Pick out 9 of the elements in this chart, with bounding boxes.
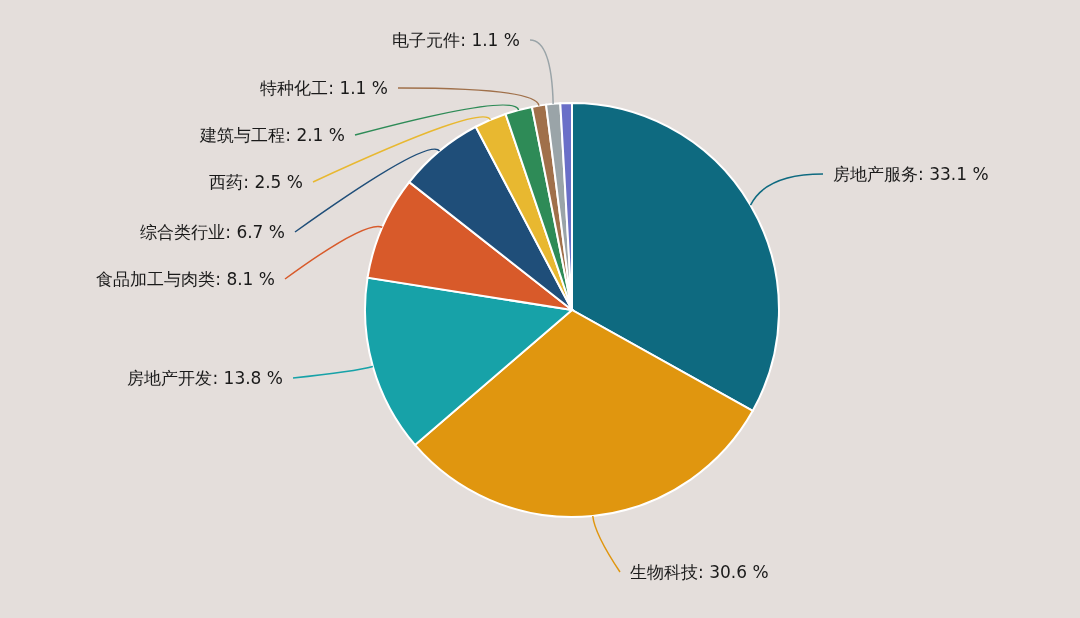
slice-label: 西药: 2.5 %	[209, 172, 303, 192]
slice-label: 房地产开发: 13.8 %	[127, 368, 283, 388]
slice-label: 综合类行业: 6.7 %	[140, 222, 285, 242]
slice-label: 生物科技: 30.6 %	[630, 562, 769, 582]
slice-label: 房地产服务: 33.1 %	[833, 164, 989, 184]
slice-label: 食品加工与肉类: 8.1 %	[96, 269, 275, 289]
slice-label: 建筑与工程: 2.1 %	[199, 125, 345, 145]
slice-label: 电子元件: 1.1 %	[392, 30, 520, 50]
slice-label: 特种化工: 1.1 %	[260, 78, 388, 98]
